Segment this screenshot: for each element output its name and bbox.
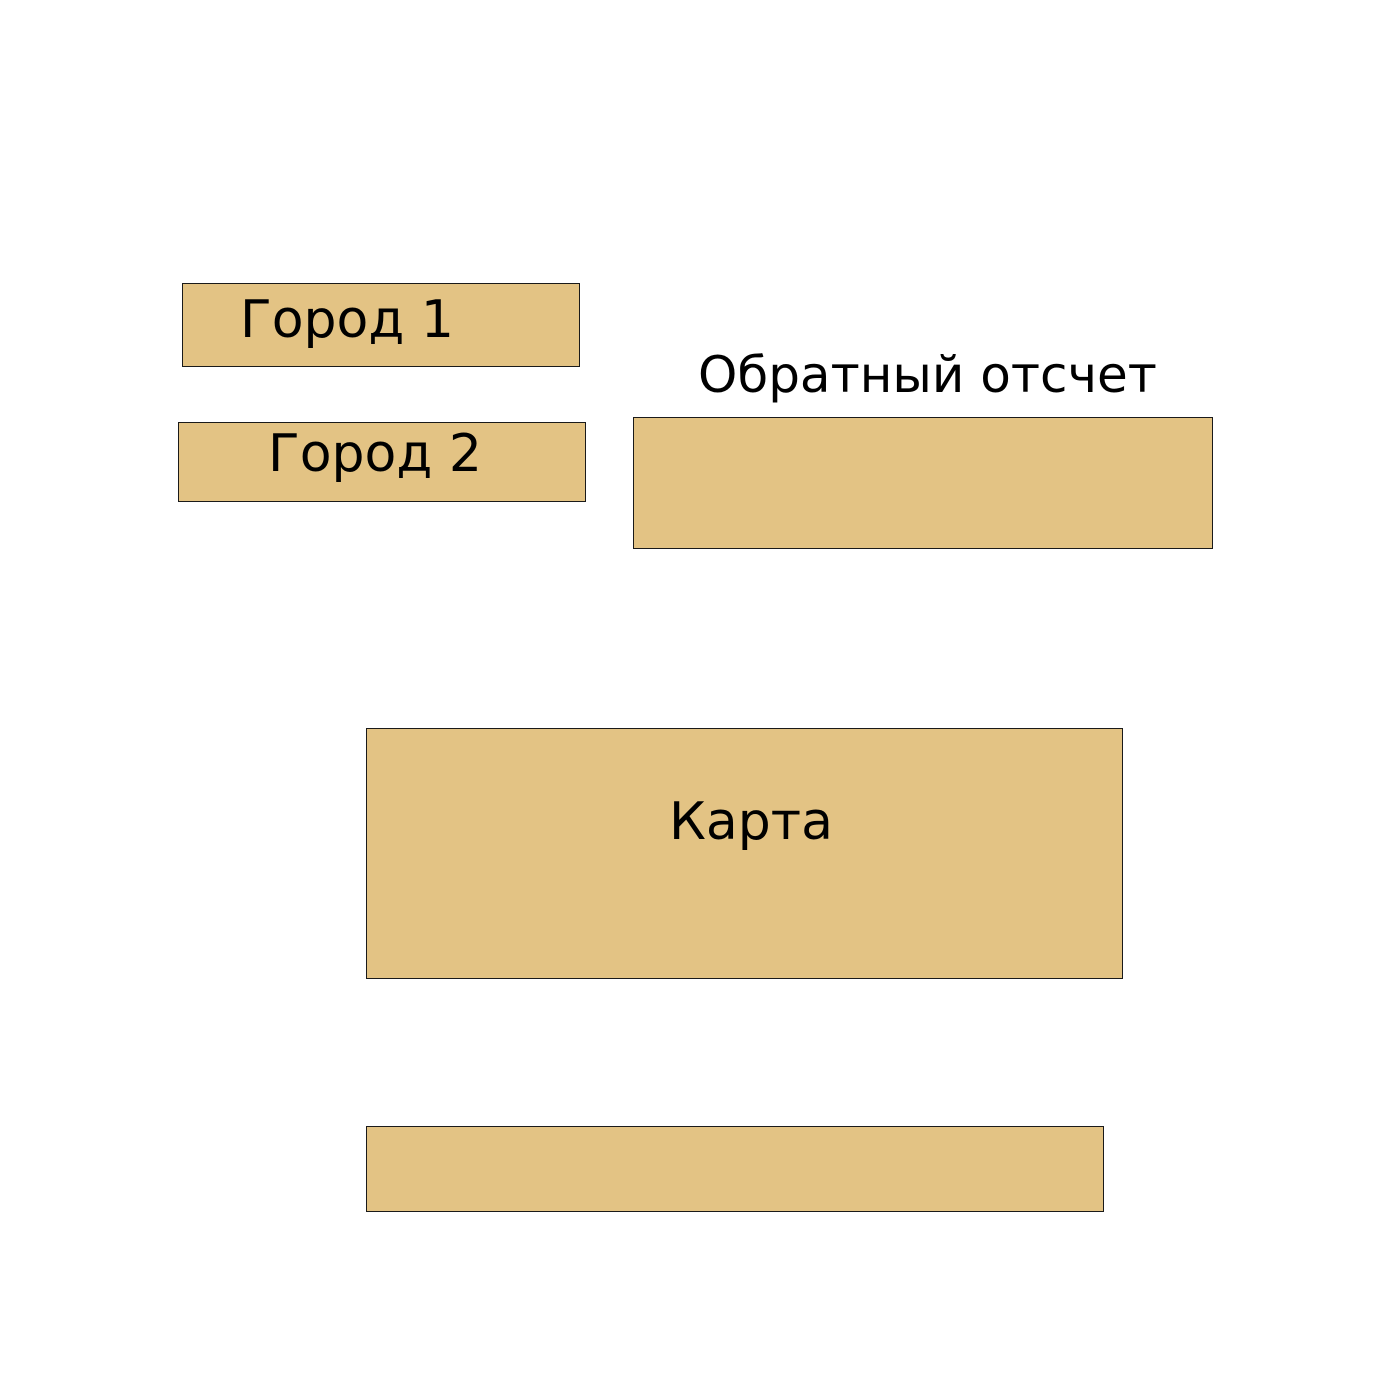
bottom-bar[interactable]	[366, 1126, 1104, 1212]
city-2-field[interactable]	[178, 422, 586, 502]
countdown-title: Обратный отсчет	[698, 346, 1157, 404]
map-area[interactable]	[366, 728, 1123, 979]
city-1-label: Город 1	[240, 290, 454, 350]
city-2-label: Город 2	[268, 424, 482, 484]
map-label: Карта	[669, 792, 833, 852]
city-1-field[interactable]	[182, 283, 580, 367]
countdown-display	[633, 417, 1213, 549]
